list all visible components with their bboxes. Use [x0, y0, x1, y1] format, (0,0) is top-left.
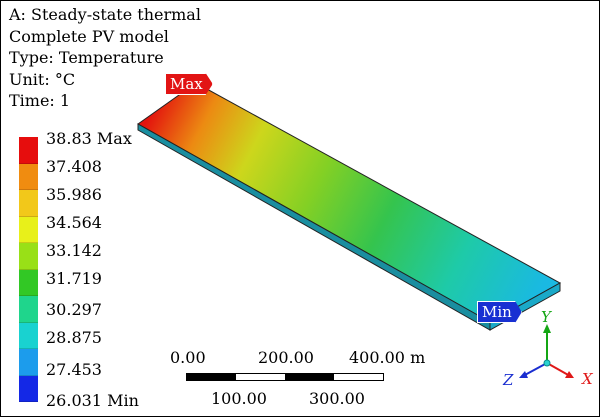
scale-label: 400.00 m: [349, 348, 426, 367]
scale-bar: [186, 373, 384, 381]
legend-label-max: 38.83 Max: [46, 129, 132, 148]
axis-triad[interactable]: [519, 324, 574, 378]
legend-label: 28.875: [46, 328, 102, 347]
legend-swatch: [19, 322, 38, 349]
legend-swatch: [19, 190, 38, 217]
legend-label: 31.719: [46, 269, 102, 288]
scale-segment: [236, 374, 285, 380]
scale-label: 300.00: [309, 389, 365, 408]
scale-label: 100.00: [211, 389, 267, 408]
triad-origin-icon: [543, 359, 551, 367]
legend-swatch: [19, 163, 38, 190]
legend-label-min: 26.031 Min: [46, 391, 139, 410]
x-axis-arrowhead-icon: [565, 371, 574, 378]
scale-segment: [187, 374, 236, 380]
legend-label: 37.408: [46, 157, 102, 176]
legend-swatch: [19, 375, 38, 402]
scale-label: 200.00: [258, 348, 314, 367]
y-axis-arrowhead-icon: [543, 324, 551, 333]
legend-swatch: [19, 296, 38, 323]
legend-swatch: [19, 269, 38, 296]
legend-label: 34.564: [46, 213, 102, 232]
legend-swatch: [19, 216, 38, 243]
result-unit: Unit: °C: [9, 69, 76, 89]
result-type: Type: Temperature: [9, 48, 164, 67]
x-axis-label: X: [582, 370, 593, 388]
max-probe-tag[interactable]: Max: [165, 73, 213, 95]
scale-label: 0.00: [170, 348, 206, 367]
legend-label: 27.453: [46, 360, 102, 379]
analysis-title: A: Steady-state thermal: [9, 5, 201, 24]
legend-label: 30.297: [46, 300, 102, 319]
result-time: Time: 1: [9, 91, 71, 110]
legend-swatch: [19, 349, 38, 376]
color-legend[interactable]: [19, 137, 38, 402]
min-probe-tag[interactable]: Min: [477, 301, 522, 323]
legend-swatch: [19, 243, 38, 270]
y-axis-label: Y: [541, 308, 551, 326]
scale-segment: [334, 374, 383, 380]
legend-swatch: [19, 137, 38, 164]
z-axis-arrowhead-icon: [519, 371, 528, 378]
result-header: A: Steady-state thermal Complete PV mode…: [9, 4, 201, 112]
z-axis-label: Z: [503, 371, 514, 389]
x-axis-icon: [546, 362, 571, 377]
model-name: Complete PV model: [9, 26, 169, 46]
legend-label: 33.142: [46, 241, 102, 260]
scale-segment: [285, 374, 334, 380]
min-tag-label: Min: [482, 303, 512, 321]
max-tag-label: Max: [170, 75, 203, 93]
legend-label: 35.986: [46, 185, 102, 204]
z-axis-icon: [522, 362, 548, 377]
pv-plate-top-surface[interactable]: [137, 82, 562, 323]
